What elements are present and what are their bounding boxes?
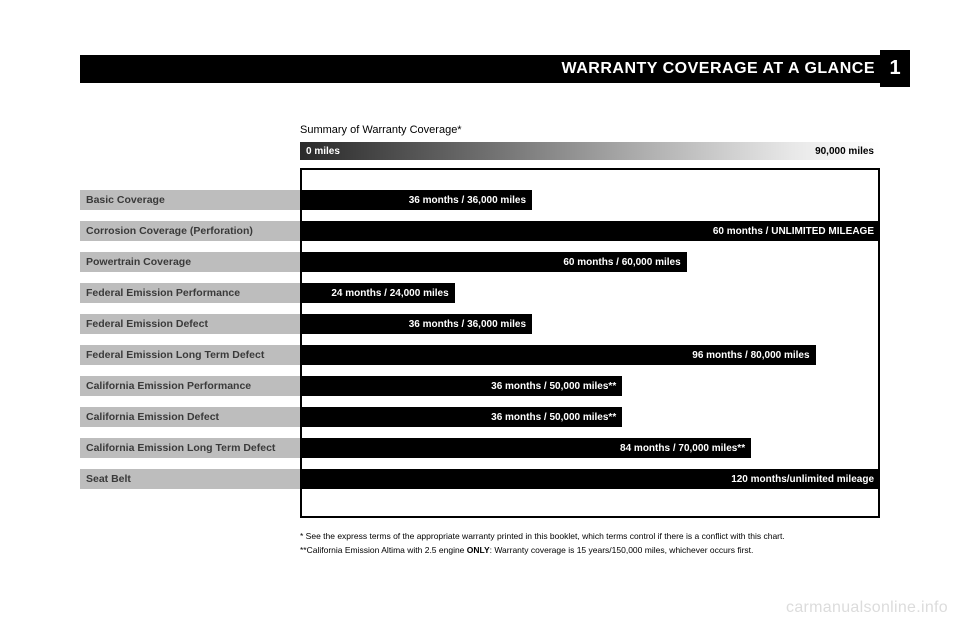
warranty-row: Federal Emission Defect 36 months / 36,00… [80,314,880,334]
warranty-row-label: Seat Belt [80,469,300,489]
warranty-row-label: Federal Emission Long Term Defect [80,345,300,365]
warranty-row: California Emission Defect 36 months / 50… [80,407,880,427]
warranty-bar: 60 months / 60,000 miles [300,252,687,272]
warranty-bar: 84 months / 70,000 miles** [300,438,751,458]
bar-track: 36 months / 50,000 miles** [300,376,880,396]
header-bar: WARRANTY COVERAGE AT A GLANCE [80,55,887,83]
warranty-bar: 36 months / 50,000 miles** [300,407,622,427]
warranty-row-label: California Emission Performance [80,376,300,396]
warranty-row: Basic Coverage 36 months / 36,000 miles [80,190,880,210]
warranty-row: California Emission Performance 36 months… [80,376,880,396]
warranty-row: Federal Emission Performance 24 months / … [80,283,880,303]
bar-track: 96 months / 80,000 miles [300,345,880,365]
bar-track: 60 months / UNLIMITED MILEAGE [300,221,880,241]
warranty-rows: Basic Coverage 36 months / 36,000 miles Co… [80,190,880,500]
axis-max-label: 90,000 miles [815,146,874,157]
warranty-row: Federal Emission Long Term Defect 96 mont… [80,345,880,365]
warranty-row: Seat Belt 120 months/unlimited mileage [80,469,880,489]
warranty-row-label: California Emission Long Term Defect [80,438,300,458]
footnote-2-post: : Warranty coverage is 15 years/150,000 … [490,545,754,555]
warranty-bar-label: 60 months / 60,000 miles [563,257,680,268]
warranty-bar: 24 months / 24,000 miles [300,283,455,303]
warranty-bar-label: 84 months / 70,000 miles** [620,443,745,454]
page-number-box: 1 [880,50,910,87]
warranty-bar: 60 months / UNLIMITED MILEAGE [300,221,880,241]
footnote-2-pre: **California Emission Altima with 2.5 en… [300,545,467,555]
warranty-row-label: Powertrain Coverage [80,252,300,272]
bar-track: 24 months / 24,000 miles [300,283,880,303]
bar-track: 36 months / 36,000 miles [300,190,880,210]
bar-track: 36 months / 50,000 miles** [300,407,880,427]
warranty-row-label: Basic Coverage [80,190,300,210]
warranty-bar-label: 36 months / 50,000 miles** [491,412,616,423]
warranty-bar-label: 36 months / 36,000 miles [409,195,526,206]
axis-min-label: 0 miles [306,146,340,157]
bar-track: 120 months/unlimited mileage [300,469,880,489]
warranty-bar: 36 months / 36,000 miles [300,190,532,210]
watermark: carmanualsonline.info [786,599,948,617]
warranty-row-label: California Emission Defect [80,407,300,427]
warranty-row-label: Federal Emission Defect [80,314,300,334]
warranty-bar: 120 months/unlimited mileage [300,469,880,489]
warranty-bar-label: 60 months / UNLIMITED MILEAGE [713,226,874,237]
warranty-row: Powertrain Coverage 60 months / 60,000 mi… [80,252,880,272]
warranty-bar-label: 96 months / 80,000 miles [692,350,809,361]
footnote-1: * See the express terms of the appropria… [300,530,880,544]
axis-bar: 0 miles 90,000 miles [300,142,880,160]
bar-track: 36 months / 36,000 miles [300,314,880,334]
warranty-bar: 36 months / 50,000 miles** [300,376,622,396]
warranty-bar-label: 36 months / 50,000 miles** [491,381,616,392]
warranty-bar: 96 months / 80,000 miles [300,345,816,365]
warranty-row-label: Corrosion Coverage (Perforation) [80,221,300,241]
warranty-row: California Emission Long Term Defect 84 m… [80,438,880,458]
bar-track: 60 months / 60,000 miles [300,252,880,272]
footnote-2: **California Emission Altima with 2.5 en… [300,544,880,558]
page-number: 1 [889,57,900,80]
footnote-2-bold: ONLY [467,545,490,555]
warranty-row: Corrosion Coverage (Perforation) 60 month… [80,221,880,241]
warranty-bar-label: 36 months / 36,000 miles [409,319,526,330]
header-title: WARRANTY COVERAGE AT A GLANCE [562,60,887,78]
warranty-bar-label: 120 months/unlimited mileage [731,474,874,485]
summary-label: Summary of Warranty Coverage* [300,124,462,136]
warranty-bar: 36 months / 36,000 miles [300,314,532,334]
footnotes: * See the express terms of the appropria… [300,530,880,557]
bar-track: 84 months / 70,000 miles** [300,438,880,458]
warranty-bar-label: 24 months / 24,000 miles [331,288,448,299]
warranty-row-label: Federal Emission Performance [80,283,300,303]
